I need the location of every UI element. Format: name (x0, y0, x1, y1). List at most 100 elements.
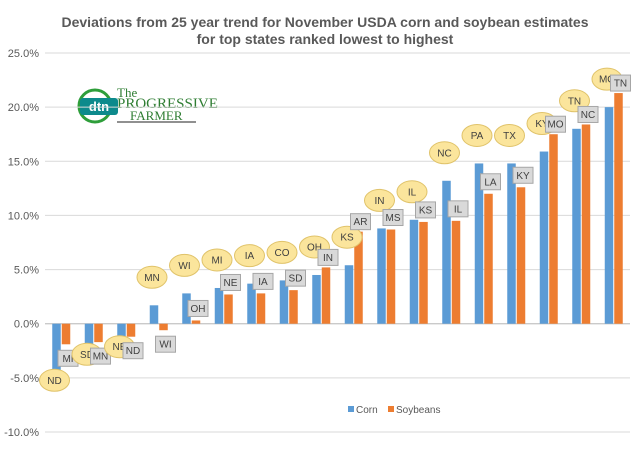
soybean-state-label-box (610, 74, 631, 92)
soybean-state-label-box (480, 173, 501, 191)
logo-dtn-text: dtn (89, 99, 109, 114)
legend-soybeans-swatch (388, 406, 394, 412)
soybean-state-label-box (285, 269, 306, 287)
soybean-bar (614, 93, 623, 324)
soybean-bar (484, 193, 493, 324)
corn-state-label: TN (568, 96, 581, 107)
logo-line2-text: FARMER (130, 108, 183, 123)
corn-state-label: TX (503, 131, 516, 142)
soybean-state-label-box (155, 335, 176, 353)
soybean-state-label-box (382, 209, 404, 227)
soybean-state-label: MO (547, 120, 563, 131)
logo-badge (80, 98, 118, 115)
corn-bar (52, 323, 61, 371)
corn-state-label: WI (178, 261, 190, 272)
corn-state-label: OH (307, 242, 322, 253)
corn-state-label: MN (144, 273, 160, 284)
soybean-bar (159, 323, 168, 331)
logo-the-text: The (117, 85, 137, 100)
soybean-state-label-box (122, 342, 144, 360)
corn-bar (117, 323, 126, 337)
soybean-state-label: IL (454, 204, 463, 215)
corn-state-label-bubble (461, 123, 493, 147)
soybean-state-label: MN (93, 352, 109, 363)
soybean-state-label: MI (62, 354, 73, 365)
y-axis: -10.0% -5.0% 0.0% 5.0% 10.0% 15.0% 20.0% 25.0% (4, 48, 39, 439)
soybean-state-label-box (415, 201, 436, 219)
corn-state-label: IL (408, 187, 417, 198)
soybean-state-label-box (252, 272, 274, 290)
soybean-bar (224, 294, 233, 324)
legend: Corn Soybeans (348, 405, 440, 416)
corn-state-label: MI (211, 255, 222, 266)
soybean-bar (419, 221, 428, 324)
corn-state-label-bubble (234, 244, 265, 268)
corn-bar (279, 280, 289, 324)
soybean-state-label: NE (224, 278, 238, 289)
soybean-state-label: IN (323, 253, 333, 264)
corn-bar (474, 163, 484, 324)
corn-state-label: NE (113, 342, 127, 353)
legend-soybeans-label: Soybeans (396, 405, 440, 416)
soybean-state-label: KS (419, 205, 433, 216)
y-tick-label: 5.0% (14, 265, 39, 277)
soybean-bar (191, 320, 201, 324)
corn-bar (247, 283, 256, 324)
soybean-bar (451, 220, 461, 324)
corn-state-label-bubble (39, 368, 70, 392)
y-tick-label: -5.0% (10, 373, 39, 385)
soybean-state-label-box (545, 115, 566, 133)
logo-line1-text: PROGRESSIVE (117, 96, 218, 112)
soybean-state-label-box (447, 200, 469, 218)
corn-bar (182, 293, 191, 324)
soybean-state-label-box (220, 273, 241, 291)
soybean-state-label: IA (258, 277, 268, 288)
corn-state-label-bubble (169, 253, 200, 277)
corn-state-label: IN (375, 196, 385, 207)
bars (52, 93, 623, 371)
legend-corn-label: Corn (356, 405, 378, 416)
corn-state-label: KS (340, 233, 354, 244)
soybean-state-label: KY (516, 171, 530, 182)
soybean-state-label-box (577, 105, 599, 123)
corn-state-label-bubble (136, 265, 168, 289)
soybean-state-label: WI (159, 340, 171, 351)
soybean-bar (256, 293, 266, 324)
corn-state-label-bubble (396, 180, 428, 204)
corn-state-label: MO (599, 75, 615, 86)
corn-state-label: SD (80, 350, 94, 361)
soybean-state-label-box (90, 347, 111, 365)
soybean-state-label: TN (614, 79, 627, 90)
soybean-bar (61, 323, 71, 345)
corn-state-label: NC (437, 148, 451, 159)
soybean-state-label-box (187, 299, 209, 317)
corn-bar (149, 305, 159, 324)
y-tick-label: 0.0% (14, 319, 39, 331)
soybean-bar (581, 124, 591, 324)
gridlines (45, 52, 630, 433)
soybean-state-label: SD (289, 274, 303, 285)
corn-state-label-bubble (364, 188, 395, 212)
corn-state-label-bubble (331, 225, 363, 249)
corn-bar (312, 274, 321, 324)
soybean-state-label: ND (126, 346, 140, 357)
soybean-state-label-box (350, 213, 371, 231)
corn-state-label: ND (47, 376, 61, 387)
corn-state-label-bubble (429, 141, 460, 165)
company-logo: dtn The PROGRESSIVE FARMER (77, 85, 218, 124)
soybean-state-label-box (512, 166, 534, 184)
corn-bar (442, 180, 451, 324)
soybean-state-label: NC (581, 110, 595, 121)
corn-state-label: CO (275, 248, 290, 259)
soybean-bar (126, 323, 136, 337)
y-tick-label: 20.0% (8, 102, 39, 114)
corn-state-label: KY (535, 119, 549, 130)
chart-title: Deviations from 25 year trend for Novemb… (62, 14, 589, 30)
soybean-bar (549, 134, 558, 324)
y-tick-label: 15.0% (8, 156, 39, 168)
soybean-bar (94, 323, 103, 343)
corn-bar (84, 323, 94, 345)
soybean-state-label: LA (484, 177, 497, 188)
